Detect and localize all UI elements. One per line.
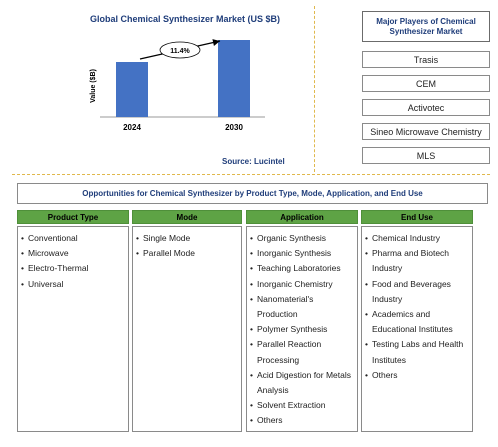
x-tick-label: 2030 (225, 123, 243, 132)
column-header-end-use: End Use (361, 210, 473, 224)
list-item: Parallel Mode (136, 246, 238, 261)
column-header-application: Application (246, 210, 358, 224)
list-item: Electro-Thermal (21, 261, 125, 276)
chart-source: Source: Lucintel (222, 157, 285, 166)
list-item: Others (250, 413, 354, 428)
list-item: Inorganic Synthesis (250, 246, 354, 261)
list-item: Food and Beverages Industry (365, 277, 469, 307)
application-list: Organic Synthesis Inorganic Synthesis Te… (246, 226, 358, 432)
column-header-mode: Mode (132, 210, 242, 224)
list-item: Solvent Extraction (250, 398, 354, 413)
list-item: Chemical Industry (365, 231, 469, 246)
list-item: Organic Synthesis (250, 231, 354, 246)
y-axis-label: Value ($B) (90, 69, 97, 103)
opportunities-title: Opportunities for Chemical Synthesizer b… (17, 183, 488, 204)
list-item: Pharma and Biotech Industry (365, 246, 469, 276)
player-item: Sineo Microwave Chemistry (362, 123, 490, 140)
x-tick-label: 2024 (123, 123, 141, 132)
list-item: Conventional (21, 231, 125, 246)
list-item: Universal (21, 277, 125, 292)
bar-2030 (218, 40, 250, 117)
player-item: CEM (362, 75, 490, 92)
column-header-product-type: Product Type (17, 210, 129, 224)
list-item: Polymer Synthesis (250, 322, 354, 337)
growth-rate-bubble (159, 41, 201, 59)
section-divider-vertical (314, 6, 315, 172)
mode-list: Single Mode Parallel Mode (132, 226, 242, 432)
list-item: Teaching Laboratories (250, 261, 354, 276)
list-item: Academics and Educational Institutes (365, 307, 469, 337)
list-item: Others (365, 368, 469, 383)
product-type-list: Conventional Microwave Electro-Thermal U… (17, 226, 129, 432)
list-item: Acid Digestion for Metals Analysis (250, 368, 354, 398)
growth-arrow-head (212, 39, 220, 46)
player-item: Activotec (362, 99, 490, 116)
list-item: Inorganic Chemistry (250, 277, 354, 292)
list-item: Microwave (21, 246, 125, 261)
list-item: Nanomaterial's Production (250, 292, 354, 322)
chart-title: Global Chemical Synthesizer Market (US $… (89, 14, 281, 24)
players-header: Major Players of Chemical Synthesizer Ma… (362, 11, 490, 42)
bar-2024 (116, 62, 148, 117)
list-item: Testing Labs and Health Institutes (365, 337, 469, 367)
market-bar-chart: 2024 2030 Value ($B) 11.4% (90, 39, 265, 132)
section-divider-horizontal (12, 174, 490, 175)
growth-rate-label: 11.4% (170, 48, 190, 55)
list-item: Parallel Reaction Processing (250, 337, 354, 367)
player-item: MLS (362, 147, 490, 164)
list-item: Single Mode (136, 231, 238, 246)
player-item: Trasis (362, 51, 490, 68)
end-use-list: Chemical Industry Pharma and Biotech Ind… (361, 226, 473, 432)
